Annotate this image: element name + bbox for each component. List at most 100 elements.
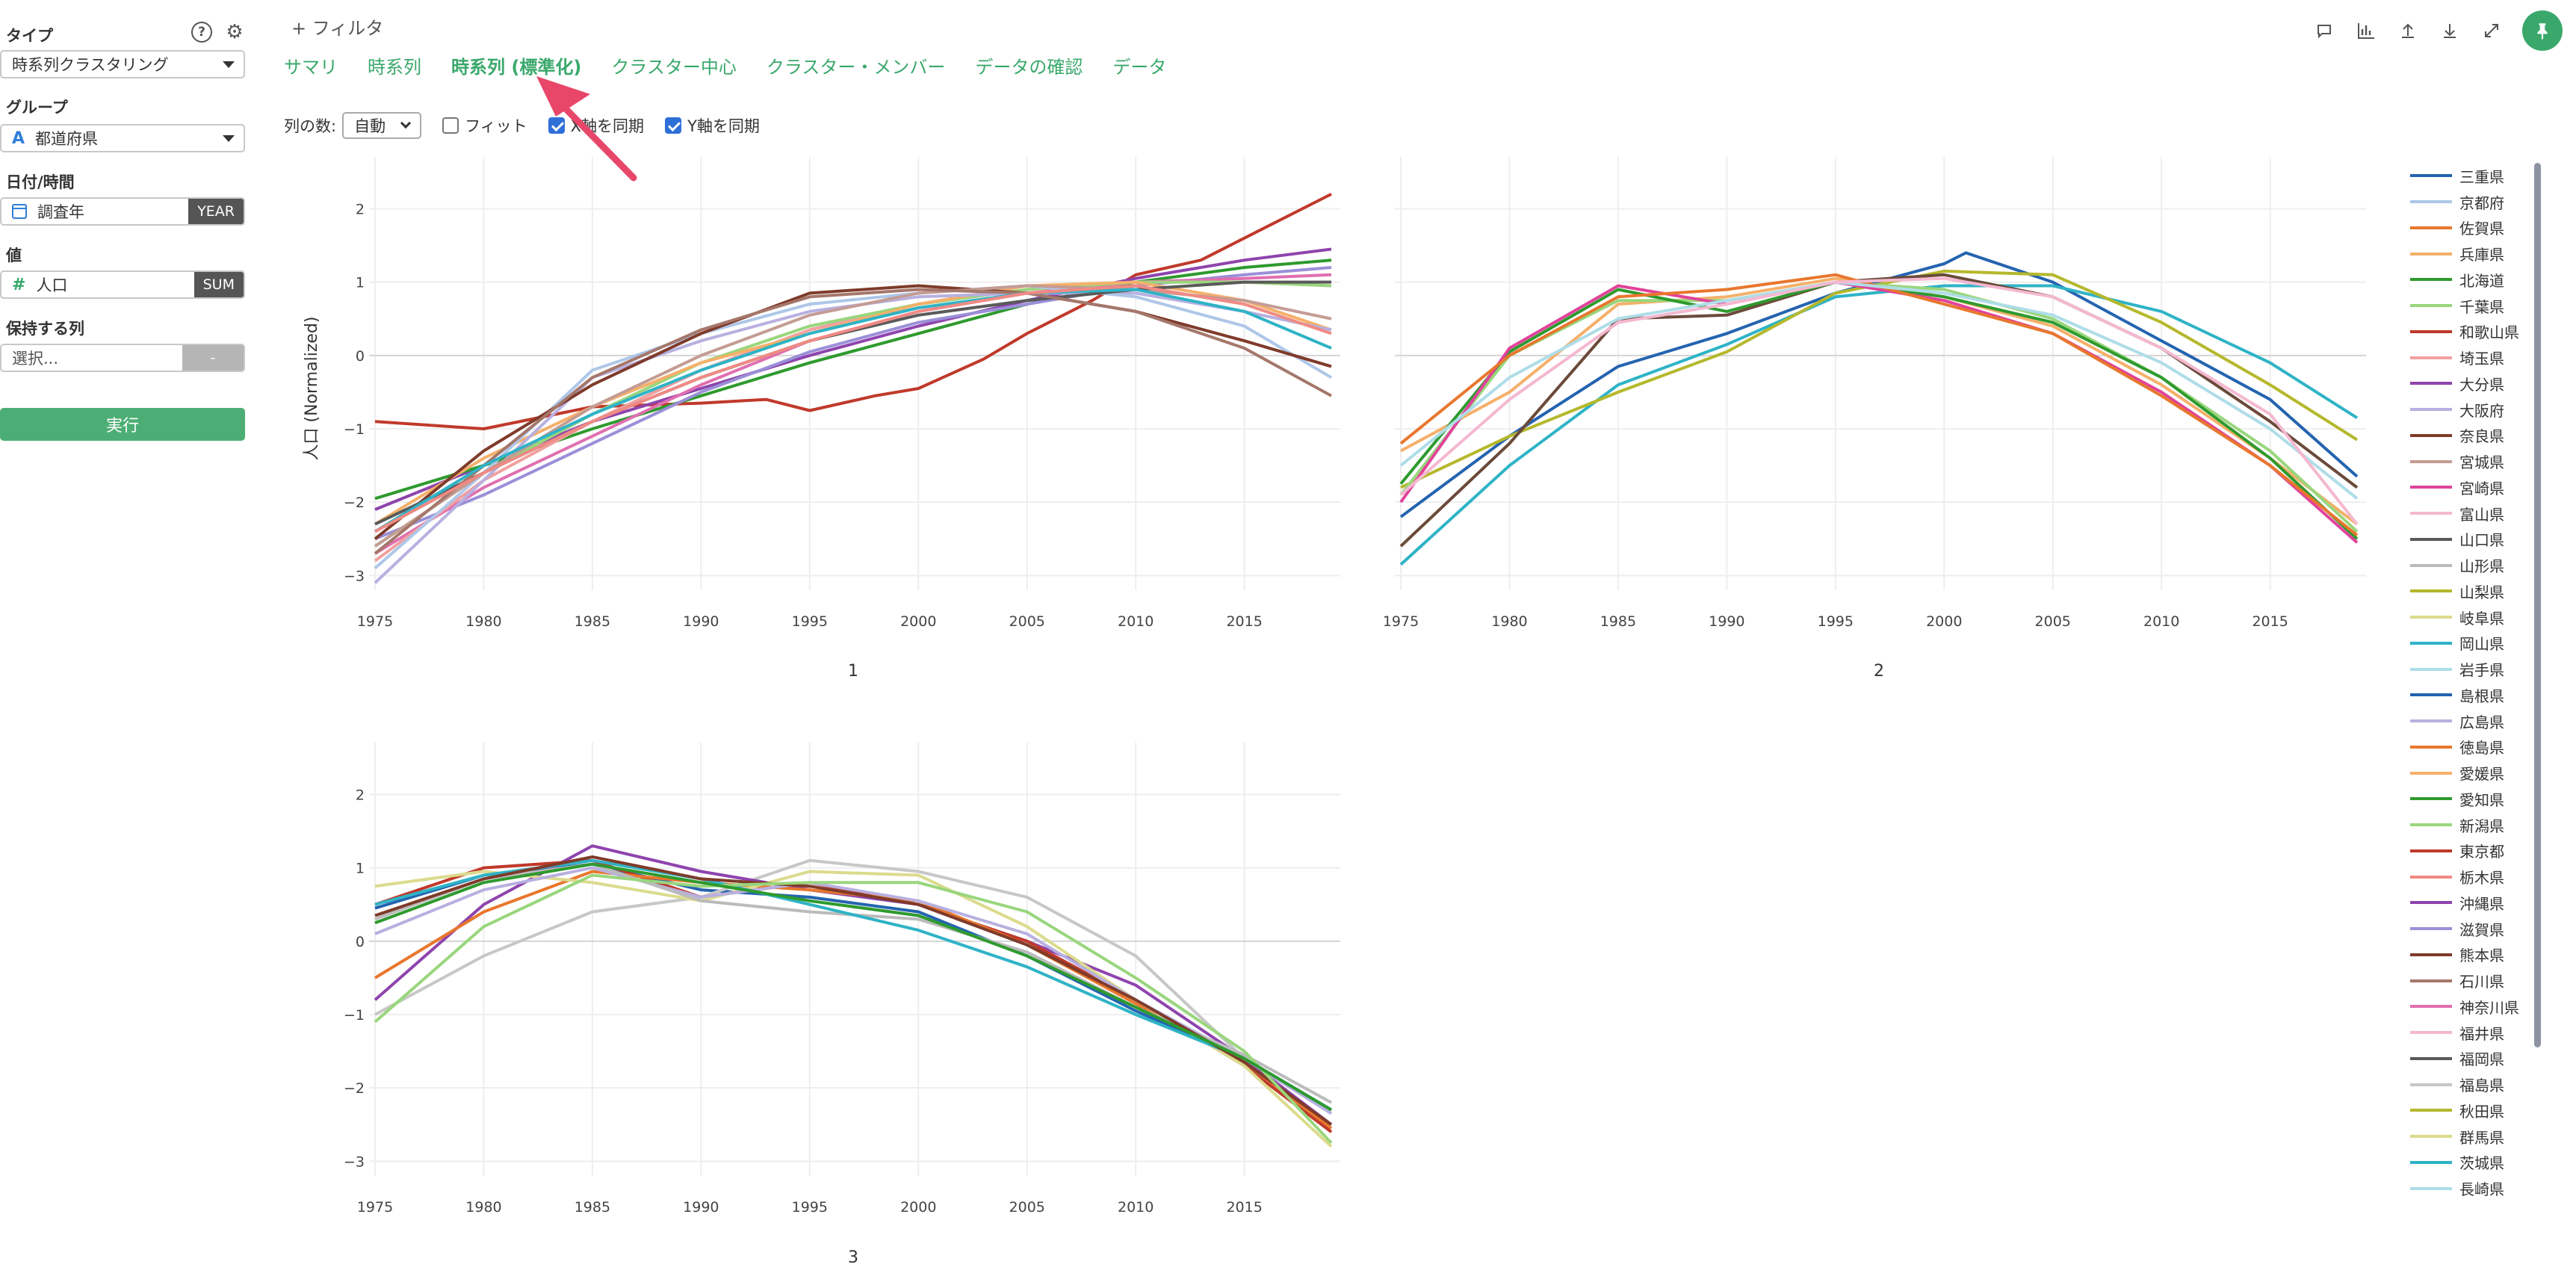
legend-item[interactable]: 群馬県 xyxy=(2410,1124,2537,1150)
x-tick-label: 2005 xyxy=(1009,1199,1045,1216)
series-line xyxy=(374,266,1332,541)
type-select[interactable]: 時系列クラスタリング xyxy=(0,50,245,78)
legend-item[interactable]: 宮城県 xyxy=(2410,448,2537,474)
legend-label: 大分県 xyxy=(2459,375,2504,394)
legend-item[interactable]: 沖縄県 xyxy=(2410,890,2537,916)
legend-item[interactable]: 大阪府 xyxy=(2410,397,2537,423)
legend-item[interactable]: 栃木県 xyxy=(2410,864,2537,890)
value-select[interactable]: # 人口 SUM xyxy=(0,270,245,299)
legend-item[interactable]: 千葉県 xyxy=(2410,293,2537,319)
legend-item[interactable]: 山口県 xyxy=(2410,527,2537,553)
legend-item[interactable]: 島根県 xyxy=(2410,682,2537,708)
sync-y-option[interactable]: Y軸を同期 xyxy=(665,114,760,137)
legend-item[interactable]: 富山県 xyxy=(2410,501,2537,527)
legend-label: 和歌山県 xyxy=(2459,323,2519,342)
legend-item[interactable]: 兵庫県 xyxy=(2410,241,2537,267)
legend-scrollbar[interactable] xyxy=(2534,163,2541,1047)
legend-item[interactable]: 徳島県 xyxy=(2410,734,2537,761)
legend-item[interactable]: 茨城県 xyxy=(2410,1150,2537,1176)
legend-item[interactable]: 埼玉県 xyxy=(2410,344,2537,371)
series-line xyxy=(374,858,1333,1133)
tab-data[interactable]: データ xyxy=(1112,57,1167,78)
legend-item[interactable]: 福岡県 xyxy=(2410,1046,2537,1072)
series-line xyxy=(1399,273,2359,548)
legend-item[interactable]: 広島県 xyxy=(2410,708,2537,734)
legend-label: 千葉県 xyxy=(2459,297,2504,316)
series-line xyxy=(374,284,1332,540)
legend-item[interactable]: 福井県 xyxy=(2410,1020,2537,1046)
tab-summary[interactable]: サマリ xyxy=(284,57,338,78)
x-tick-label: 1975 xyxy=(357,1199,393,1216)
legend-item[interactable]: 大分県 xyxy=(2410,371,2537,397)
date-label: 日付/時間 xyxy=(6,173,75,191)
legend-item[interactable]: 岐阜県 xyxy=(2410,604,2537,631)
legend-item[interactable]: 福島県 xyxy=(2410,1071,2537,1097)
expand-icon[interactable] xyxy=(2480,19,2503,42)
legend-item[interactable]: 佐賀県 xyxy=(2410,215,2537,241)
date-unit-button[interactable]: YEAR xyxy=(188,199,244,224)
series-line xyxy=(1399,251,2359,518)
panel-title: 2 xyxy=(1874,662,1884,681)
legend-item[interactable]: 石川県 xyxy=(2410,967,2537,994)
help-icon[interactable]: ? xyxy=(191,22,212,43)
legend-item[interactable]: 和歌山県 xyxy=(2410,319,2537,345)
gear-icon[interactable]: ⚙ xyxy=(226,21,244,43)
group-select[interactable]: A 都道府県 xyxy=(0,124,245,152)
tab-timeseries[interactable]: 時系列 xyxy=(368,57,421,78)
chart-icon[interactable] xyxy=(2355,19,2377,42)
legend-item[interactable]: 宮崎県 xyxy=(2410,474,2537,501)
keep-remove-button[interactable]: - xyxy=(182,345,244,371)
legend: 三重県 京都府 佐賀県 兵庫県 北海道千葉県和歌山県埼玉県大分県大阪府 奈良県 宮城県 宮崎県… xyxy=(2410,163,2537,1201)
series-line xyxy=(374,866,1333,1115)
legend-swatch xyxy=(2410,382,2452,386)
caret-down-icon xyxy=(223,61,235,68)
fit-checkbox[interactable] xyxy=(442,117,459,134)
keep-label: 保持する列 xyxy=(6,320,84,338)
series-line xyxy=(374,870,1333,1148)
keep-select[interactable]: 選択... - xyxy=(0,344,245,372)
legend-item[interactable]: 山形県 xyxy=(2410,552,2537,578)
tab-timeseries-normalized[interactable]: 時系列 (標準化) xyxy=(451,57,582,78)
columns-select[interactable]: 自動 xyxy=(342,112,422,139)
pin-icon[interactable] xyxy=(2522,10,2563,51)
legend-item[interactable]: 東京都 xyxy=(2410,838,2537,864)
legend-item[interactable]: 愛知県 xyxy=(2410,786,2537,812)
aggregate-button[interactable]: SUM xyxy=(193,272,244,297)
download-icon[interactable] xyxy=(2439,19,2461,42)
columns-label: 列の数: xyxy=(284,117,337,135)
legend-item[interactable]: 神奈川県 xyxy=(2410,994,2537,1020)
legend-item[interactable]: 三重県 xyxy=(2410,163,2537,189)
x-tick-label: 2000 xyxy=(1926,613,1962,630)
legend-swatch xyxy=(2410,771,2452,775)
upload-icon[interactable] xyxy=(2397,19,2419,42)
legend-swatch xyxy=(2410,1109,2452,1112)
tab-cluster-members[interactable]: クラスター・メンバー xyxy=(766,57,946,78)
sync-y-checkbox[interactable] xyxy=(665,117,682,134)
tab-data-check[interactable]: データの確認 xyxy=(975,57,1083,78)
x-tick-label: 1990 xyxy=(683,613,719,630)
date-select[interactable]: 調査年 YEAR xyxy=(0,197,245,226)
legend-item[interactable]: 愛媛県 xyxy=(2410,760,2537,786)
y-tick-label: 1 xyxy=(356,275,365,291)
legend-item[interactable]: 山梨県 xyxy=(2410,578,2537,604)
comment-icon[interactable] xyxy=(2313,19,2335,42)
series-line xyxy=(374,873,1333,1145)
legend-item[interactable]: 京都府 xyxy=(2410,189,2537,215)
legend-item[interactable]: 熊本県 xyxy=(2410,942,2537,968)
run-button[interactable]: 実行 xyxy=(0,408,245,441)
legend-swatch xyxy=(2410,641,2452,645)
caret-down-icon xyxy=(223,134,235,142)
tab-cluster-center[interactable]: クラスター中心 xyxy=(611,57,737,78)
legend-item[interactable]: 新潟県 xyxy=(2410,812,2537,838)
legend-item[interactable]: 秋田県 xyxy=(2410,1097,2537,1124)
legend-item[interactable]: 長崎県 xyxy=(2410,1175,2537,1201)
fit-option[interactable]: フィット xyxy=(442,114,527,137)
legend-label: 福島県 xyxy=(2459,1077,2504,1095)
legend-item[interactable]: 岩手県 xyxy=(2410,656,2537,682)
filter-button[interactable]: + フィルタ xyxy=(291,18,384,39)
legend-item[interactable]: 奈良県 xyxy=(2410,423,2537,449)
legend-item[interactable]: 滋賀県 xyxy=(2410,916,2537,942)
legend-item[interactable]: 岡山県 xyxy=(2410,631,2537,657)
type-label: タイプ xyxy=(6,27,53,45)
legend-item[interactable]: 北海道 xyxy=(2410,267,2537,293)
